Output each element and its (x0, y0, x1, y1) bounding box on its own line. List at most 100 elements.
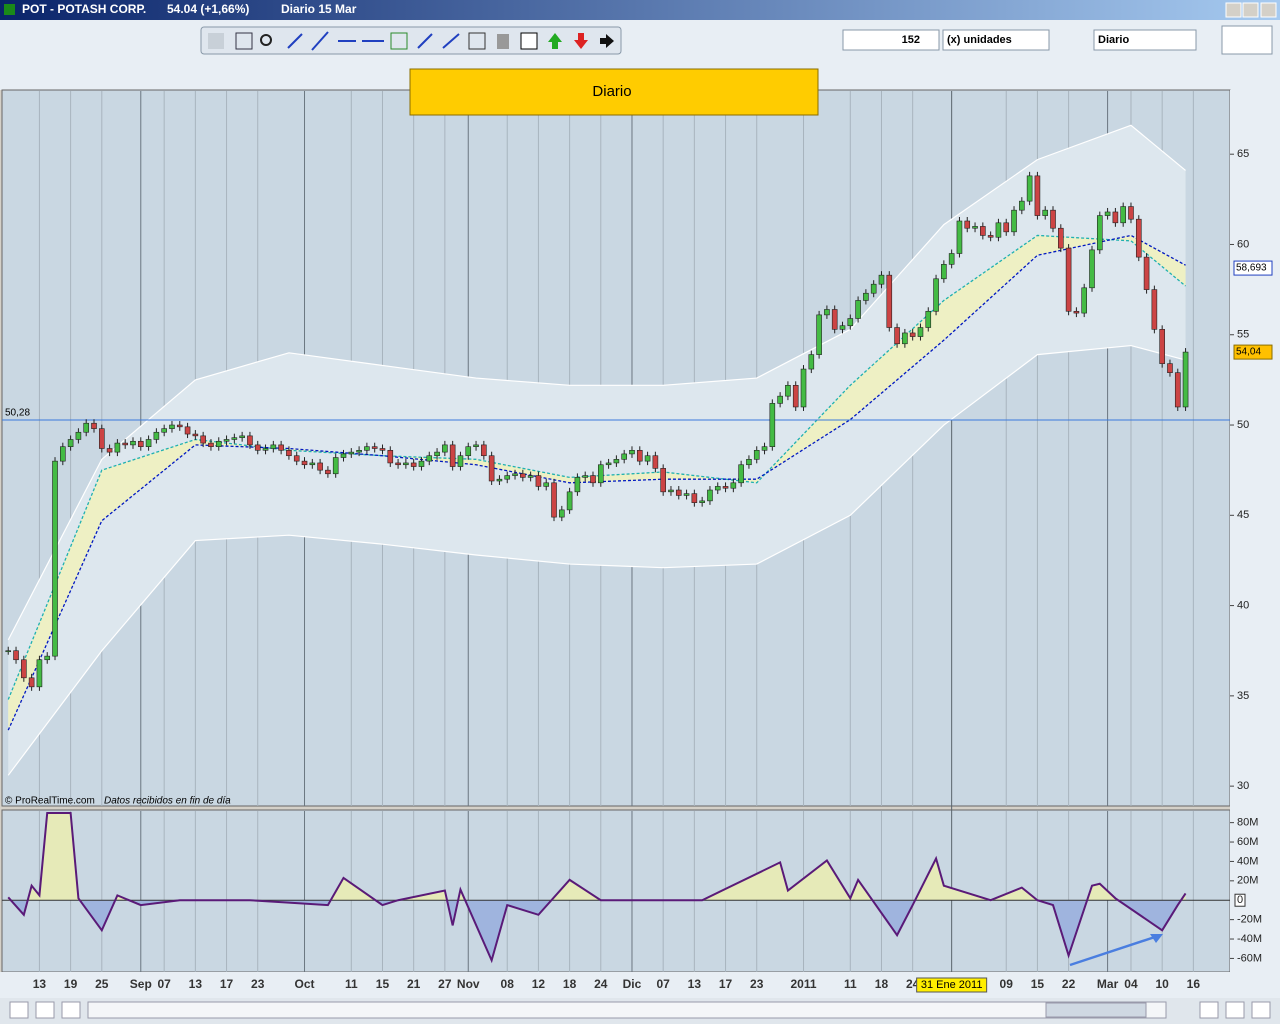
candle (1104, 211, 1111, 216)
candle (340, 453, 347, 458)
candle (527, 475, 534, 478)
candle (1135, 218, 1142, 258)
candle (410, 462, 417, 467)
window-buttons[interactable] (1225, 2, 1277, 18)
candle (231, 437, 238, 440)
overlay-line (7, 344, 1186, 776)
tool-text[interactable] (520, 32, 538, 50)
candle (1089, 249, 1095, 289)
overlay-line (7, 124, 1186, 641)
candle (106, 448, 113, 453)
tool-zoom[interactable] (260, 34, 272, 46)
candle (551, 482, 557, 518)
candle (348, 451, 355, 455)
tool-trend[interactable] (311, 31, 329, 51)
candle (605, 462, 612, 466)
tool-arrow-right[interactable] (600, 34, 614, 48)
candle (543, 482, 550, 487)
candle (130, 440, 136, 446)
x-tick-label: 25 (95, 977, 109, 991)
candle (761, 446, 768, 451)
candle (987, 235, 994, 238)
candle (317, 462, 323, 471)
tool-fan[interactable] (442, 33, 460, 49)
candle (67, 439, 74, 447)
candle (28, 677, 35, 688)
x-tick-label: 21 (407, 977, 421, 991)
y-tick-label: -40M (1237, 933, 1262, 945)
ma-fill (8, 235, 1186, 731)
volume-pane (1, 809, 1231, 973)
x-tick-label: 11 (345, 977, 358, 991)
nav-button[interactable] (9, 1001, 29, 1019)
candle (364, 446, 370, 451)
candle (675, 489, 682, 496)
minimize[interactable] (1225, 2, 1242, 18)
tool-line[interactable] (287, 33, 303, 49)
tool-channel[interactable] (417, 33, 433, 49)
zoom-button[interactable] (1251, 1001, 1271, 1019)
close[interactable] (1260, 2, 1277, 18)
tool-arrow-down[interactable] (574, 33, 588, 49)
tool-icons[interactable] (208, 31, 614, 51)
zoom-button[interactable] (1225, 1001, 1245, 1019)
timeframe-select[interactable] (1093, 29, 1197, 51)
quote: 54.04 (+1,66%) (167, 2, 249, 16)
bars-field[interactable] (842, 29, 940, 51)
candle (941, 264, 947, 280)
candle (184, 426, 191, 435)
x-tick-label: 10 (1155, 977, 1169, 991)
tool-ruler[interactable] (235, 32, 253, 50)
tool-delete[interactable] (497, 34, 509, 49)
candle (379, 448, 386, 451)
candle (426, 455, 433, 462)
candle (512, 473, 518, 476)
candle (254, 444, 261, 451)
candle (691, 493, 698, 503)
chart-layer: 13 19 25 Sep 07 13 17 23 Oct 11 15 21 27 Nov 08 12 18 24 D… (2, 91, 1273, 993)
candle (995, 222, 1002, 238)
tool-arrow-up[interactable] (548, 33, 562, 49)
x-tick-label: 08 (501, 977, 515, 991)
candle (465, 446, 472, 457)
tool-fib[interactable] (390, 32, 408, 50)
candle (800, 368, 807, 408)
units-select[interactable] (942, 29, 1050, 51)
ref-label: 50,28 (5, 408, 30, 419)
title-bar (0, 0, 1280, 20)
candle (137, 440, 144, 447)
candle (1019, 200, 1025, 211)
nav-button[interactable] (35, 1001, 55, 1019)
candle (738, 464, 744, 484)
candle (52, 460, 58, 657)
candle (683, 493, 690, 496)
tool-settings[interactable] (468, 32, 486, 50)
candle (746, 459, 752, 466)
timeframe-value: Diario (1098, 34, 1129, 46)
candle (839, 325, 846, 330)
candle (909, 332, 916, 337)
candle (1011, 209, 1017, 233)
candle (114, 442, 121, 453)
candle (777, 395, 783, 404)
candle (1058, 227, 1064, 249)
restore[interactable] (1242, 2, 1259, 18)
chart-type-button[interactable] (1221, 25, 1273, 55)
zoom-button[interactable] (1199, 1001, 1219, 1019)
cursor-label: 31 Ene 2011 (921, 979, 983, 991)
candle (902, 332, 908, 345)
y-tick-label: 55 (1237, 329, 1249, 341)
period: Diario 15 Mar (281, 2, 357, 16)
scrollbar[interactable] (87, 1001, 1167, 1019)
candle (964, 220, 971, 229)
y-tick-label: 30 (1237, 780, 1249, 792)
candle (863, 292, 869, 301)
last-value-box (1233, 260, 1273, 276)
tool-select[interactable] (208, 33, 224, 49)
x-tick-label: 23 (251, 977, 265, 991)
x-tick-label: 07 (656, 977, 670, 991)
nav-button[interactable] (61, 1001, 81, 1019)
candle (831, 309, 838, 330)
units-value: (x) unidades (947, 34, 1012, 46)
scroll-thumb[interactable] (1045, 1002, 1147, 1018)
